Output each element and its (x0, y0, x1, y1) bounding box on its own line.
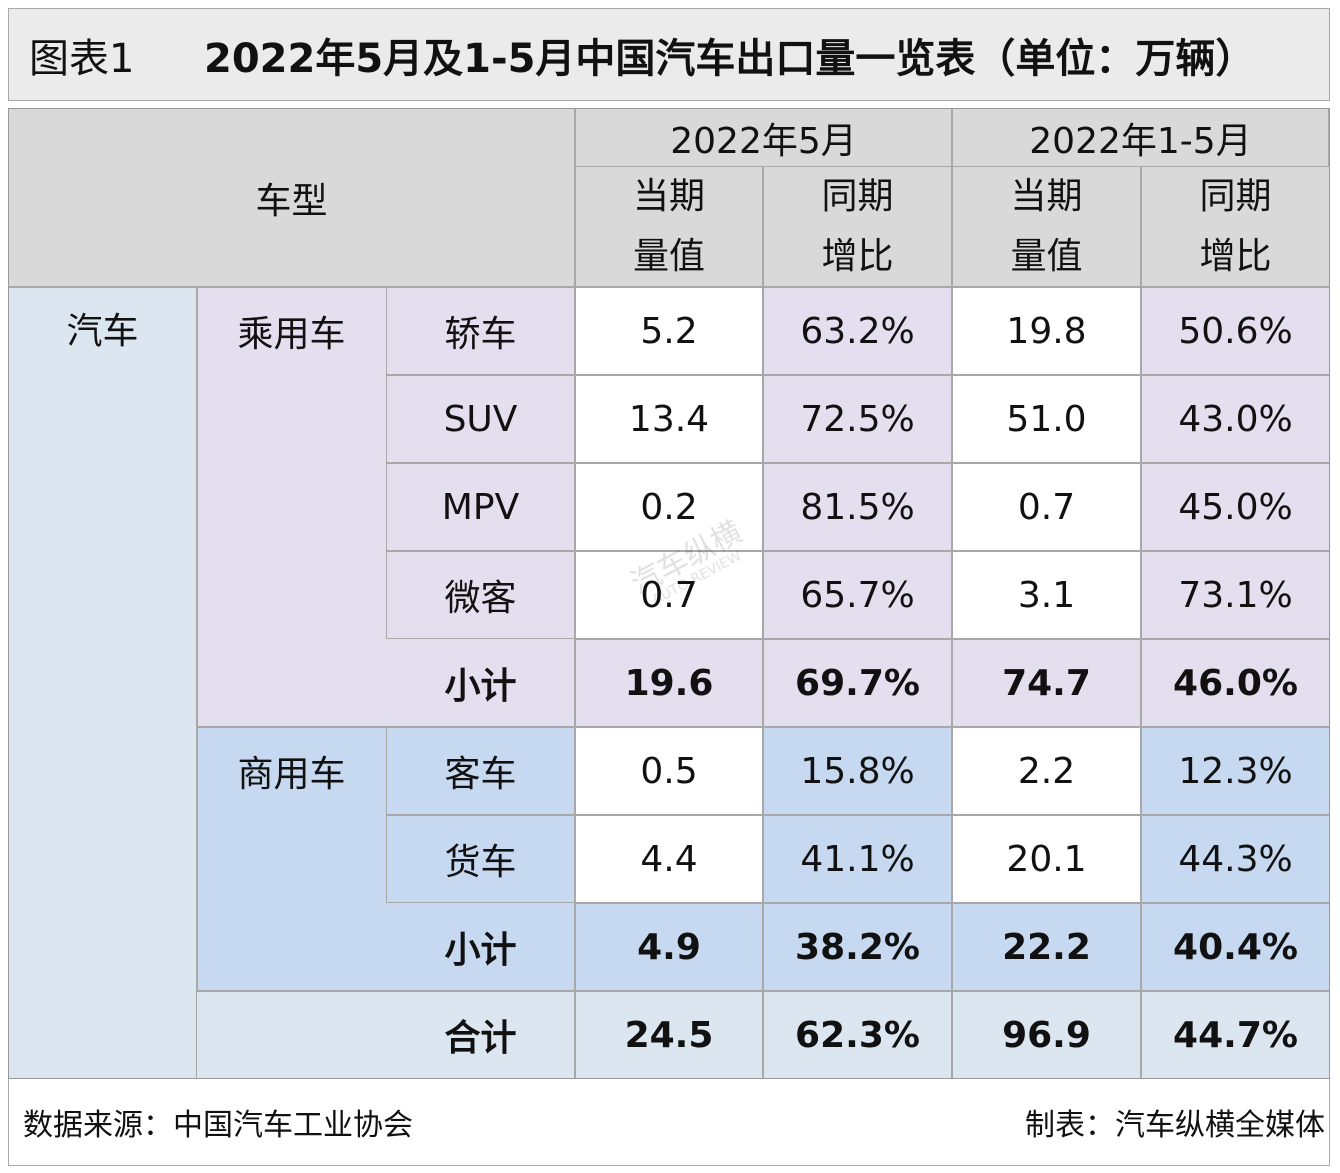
group-name: 商用车 (237, 754, 346, 795)
total-cell: 62.3% (763, 991, 952, 1079)
data-cell: 12.3% (1141, 727, 1330, 815)
title: 2022年5月及1-5月中国汽车出口量一览表（单位：万辆） (204, 35, 1256, 82)
column-header-text: 当期量值 (1010, 175, 1083, 277)
column-header: 当期量值 (952, 166, 1141, 287)
subtotal-cell: 38.2% (763, 903, 952, 991)
data-cell: 4.4 (575, 815, 763, 903)
row-label: 货车 (386, 815, 575, 903)
data-cell: 13.4 (575, 375, 763, 463)
column-header-text: 同期增比 (1199, 175, 1272, 277)
subtotal-cell: 69.7% (763, 639, 952, 727)
data-cell: 63.2% (763, 287, 952, 375)
column-header: 同期增比 (763, 166, 952, 287)
data-cell: 45.0% (1141, 463, 1330, 551)
data-cell: 72.5% (763, 375, 952, 463)
footer: 数据来源：中国汽车工业协会 制表：汽车纵横全媒体 (8, 1078, 1330, 1166)
data-cell: 81.5% (763, 463, 952, 551)
row-label: 微客 (386, 551, 575, 639)
subtotal-label: 小计 (444, 666, 517, 707)
subtotal-cell: 19.6 (575, 639, 763, 727)
data-cell: 3.1 (952, 551, 1141, 639)
table-border (8, 108, 1330, 1079)
total-cell: 96.9 (952, 991, 1141, 1079)
subtotal-cell: 46.0% (1141, 639, 1330, 727)
column-header-text: 同期增比 (821, 175, 894, 277)
data-cell: 2.2 (952, 727, 1141, 815)
credit: 制表：汽车纵横全媒体 (1025, 1108, 1325, 1143)
data-cell: 0.5 (575, 727, 763, 815)
subtotal-cell: 40.4% (1141, 903, 1330, 991)
data-cell: 0.7 (952, 463, 1141, 551)
data-cell: 43.0% (1141, 375, 1330, 463)
data-cell: 50.6% (1141, 287, 1330, 375)
total-label: 合计 (444, 1018, 517, 1059)
row-label: 客车 (386, 727, 575, 815)
subtotal-cell: 22.2 (952, 903, 1141, 991)
data-cell: 73.1% (1141, 551, 1330, 639)
column-header: 同期增比 (1141, 166, 1330, 287)
category: 汽车 (8, 287, 197, 1079)
subtotal-cell: 4.9 (575, 903, 763, 991)
total-cell: 24.5 (575, 991, 763, 1079)
group-name: 乘用车 (237, 314, 346, 355)
row-label: 轿车 (386, 287, 575, 375)
figure-label: 图表1 (29, 35, 135, 82)
column-header-text: 当期量值 (632, 175, 705, 277)
data-cell: 41.1% (763, 815, 952, 903)
row-label: MPV (386, 463, 575, 551)
data-cell: 0.2 (575, 463, 763, 551)
data-cell: 20.1 (952, 815, 1141, 903)
data-cell: 19.8 (952, 287, 1141, 375)
column-header: 当期量值 (575, 166, 763, 287)
subtotal-cell: 74.7 (952, 639, 1141, 727)
period-header: 2022年1-5月 (952, 108, 1329, 167)
data-cell: 65.7% (763, 551, 952, 639)
data-cell: 51.0 (952, 375, 1141, 463)
source: 数据来源：中国汽车工业协会 (23, 1108, 413, 1143)
title-bar: 图表1 2022年5月及1-5月中国汽车出口量一览表（单位：万辆） (8, 8, 1330, 101)
data-cell: 5.2 (575, 287, 763, 375)
row-label: SUV (386, 375, 575, 463)
data-cell: 0.7 (575, 551, 763, 639)
data-cell: 15.8% (763, 727, 952, 815)
data-cell: 44.3% (1141, 815, 1330, 903)
subtotal-label: 小计 (444, 930, 517, 971)
corner-header: 车型 (8, 108, 575, 287)
